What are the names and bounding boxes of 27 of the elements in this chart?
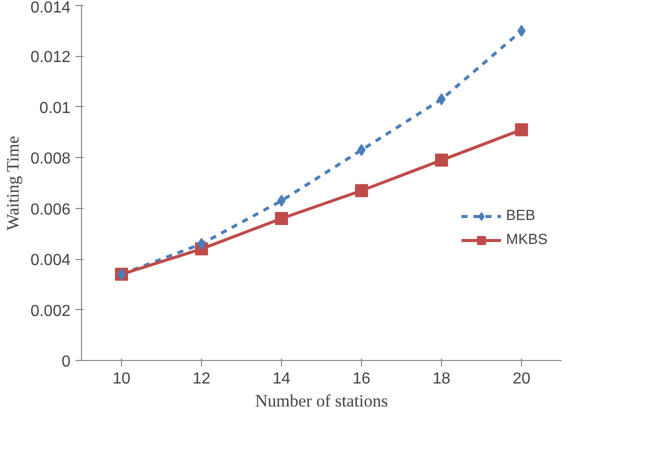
y-tick-label: 0.006 [30, 201, 71, 218]
y-tick-label: 0.004 [30, 252, 71, 270]
y-tick-label: 0.014 [30, 0, 71, 16]
legend-label: BEB [506, 208, 536, 224]
point [277, 194, 286, 207]
point [437, 93, 446, 106]
x-tick-label: 12 [192, 370, 210, 388]
point [517, 24, 526, 37]
x-tick-label: 16 [352, 370, 370, 388]
y-tick-label: 0.002 [30, 302, 71, 320]
y-axis-title: Waiting Time [3, 136, 22, 230]
point [275, 212, 288, 225]
point [435, 154, 448, 167]
y-tick-label: 0.012 [30, 49, 71, 66]
y-tick-label: 0 [62, 354, 71, 370]
x-axis-title: Number of stations [255, 392, 388, 410]
point [515, 123, 528, 136]
legend-label: MKBS [506, 232, 548, 248]
x-tick-label: 14 [272, 370, 290, 388]
point [355, 184, 368, 198]
y-tick-label: 0.01 [39, 100, 71, 117]
x-tick-label: 20 [512, 370, 530, 388]
point [197, 238, 206, 250]
point [357, 144, 366, 156]
x-tick-label: 10 [112, 370, 130, 388]
y-tick-label: 0.008 [30, 150, 71, 168]
x-tick-label: 18 [432, 370, 450, 388]
